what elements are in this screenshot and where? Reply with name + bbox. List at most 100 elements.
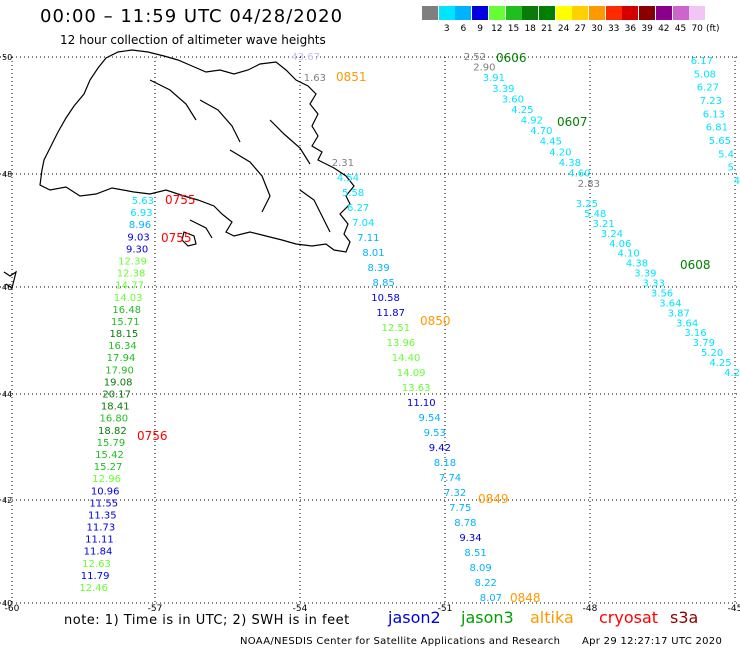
satellite-legend-item: jason2	[388, 608, 441, 627]
coast-inlet-5	[299, 189, 331, 233]
wave-height-label: 3.91	[483, 73, 505, 84]
scale-swatch	[472, 6, 489, 20]
wave-height-label: 12.39	[118, 256, 147, 267]
latitude-label: 40	[2, 599, 12, 608]
map-subtitle: 12 hour collection of altimeter wave hei…	[60, 33, 326, 47]
wave-height-label: 43.67	[291, 52, 320, 63]
pass-time-label: 0607	[557, 115, 588, 129]
wave-height-label: 3.64	[676, 318, 698, 329]
generated-timestamp: Apr 29 12:27:17 UTC 2020	[582, 636, 723, 647]
pass-time-label: 0755	[161, 231, 192, 245]
wave-height-label: 9.54	[418, 413, 440, 424]
scale-label: 15	[507, 24, 520, 34]
wave-height-label: 11.35	[88, 510, 117, 521]
scale-swatch	[605, 6, 622, 20]
wave-height-label: 9.34	[459, 533, 481, 544]
wave-height-label: 5.	[727, 163, 737, 174]
wave-height-label: 14.40	[392, 353, 421, 364]
satellite-legend-item: jason3	[461, 608, 514, 627]
wave-height-label: 8.01	[362, 248, 384, 259]
wave-height-label: 17.94	[107, 353, 136, 364]
wave-height-label: 12.46	[79, 583, 108, 594]
scale-swatch	[572, 6, 589, 20]
longitude-label: -45	[728, 604, 740, 614]
scale-label: 70	[691, 24, 703, 34]
pass-time-label: 0608	[680, 258, 711, 272]
wave-height-label: 3.56	[651, 288, 673, 299]
wave-height-label: 1.63	[304, 73, 326, 84]
scale-label: 6	[460, 24, 467, 34]
wave-height-label: 13.96	[387, 338, 416, 349]
wave-height-label: 19.08	[104, 377, 133, 388]
wave-height-label: 4.45	[540, 137, 562, 148]
wave-height-label: 4.54	[337, 173, 359, 184]
wave-height-label: 4.10	[617, 249, 639, 260]
wave-height-label: 15.79	[97, 438, 126, 449]
scale-swatch	[422, 6, 438, 20]
wave-height-label: 2.83	[578, 179, 600, 190]
wave-height-label: 11.87	[376, 308, 405, 319]
credit-line: NOAA/NESDIS Center for Satellite Applica…	[240, 636, 561, 647]
pass-time-label: 0755	[165, 193, 196, 207]
wave-height-label: 7.11	[357, 233, 379, 244]
wave-height-label: 3.39	[492, 84, 514, 95]
scale-swatch	[522, 6, 539, 20]
wave-height-label: 4.06	[609, 239, 631, 250]
wave-height-label: 3.39	[634, 269, 656, 280]
wave-height-label: 12.51	[381, 323, 410, 334]
wave-height-label: 4	[734, 176, 740, 187]
coast-inlet-2	[269, 119, 311, 165]
wave-height-label: 8.09	[470, 563, 492, 574]
latitude-label: 48	[2, 170, 12, 179]
satellite-legend-item: s3a	[670, 608, 699, 627]
coast-inlet-1	[229, 149, 271, 213]
wave-height-label: 4.25	[709, 358, 731, 369]
wave-height-label: 16.34	[108, 341, 137, 352]
longitude-label: -60	[5, 604, 20, 614]
scale-label: 42	[658, 24, 670, 34]
newfoundland-island	[39, 49, 355, 253]
wave-height-label: 11.84	[84, 547, 113, 558]
coast-inlet-4	[149, 79, 197, 121]
wave-height-label: 13.63	[402, 383, 431, 394]
wave-height-label: 6.27	[697, 83, 719, 94]
wave-height-label: 18.15	[110, 329, 139, 340]
scale-swatch	[488, 6, 505, 20]
wave-height-label: 14.77	[115, 281, 144, 292]
wave-height-label: 2.90	[473, 63, 495, 74]
wave-height-label: 4.92	[521, 116, 543, 127]
pass-time-label: 0850	[420, 314, 451, 328]
longitude-label: -48	[583, 604, 598, 614]
wave-height-label: 14.03	[114, 293, 143, 304]
wave-height-label: 7.75	[449, 503, 471, 514]
scale-label: 27	[574, 24, 587, 34]
wave-height-label: 15.27	[94, 462, 123, 473]
wave-height-label: 3.33	[643, 279, 665, 290]
wave-height-label: 3.64	[659, 298, 681, 309]
wave-height-label: 4.20	[549, 147, 571, 158]
scale-swatch	[639, 6, 656, 20]
wave-height-label: 3.87	[668, 308, 690, 319]
scale-swatch	[538, 6, 555, 20]
scale-label: 36	[624, 24, 637, 34]
scale-label: 9	[477, 24, 483, 34]
scale-label: 24	[557, 24, 570, 34]
scale-swatch	[622, 6, 639, 20]
wave-height-label: 8.39	[367, 263, 389, 274]
wave-height-label: 7.23	[700, 96, 722, 107]
scale-label: 33	[607, 24, 620, 34]
small-island	[181, 231, 197, 247]
wave-height-label: 3.25	[576, 199, 598, 210]
wave-height-label: 4.38	[559, 158, 581, 169]
wave-height-label: 16.48	[112, 305, 141, 316]
coast-inlet-6	[189, 219, 213, 239]
wave-height-label: 11.10	[407, 398, 436, 409]
scale-swatch	[455, 6, 472, 20]
wave-height-label: 3.60	[502, 94, 524, 105]
wave-height-label: 3.24	[601, 229, 623, 240]
wave-height-label: 2.31	[332, 158, 354, 169]
wave-height-label: 6.13	[703, 109, 725, 120]
wave-height-label: 10.96	[91, 486, 120, 497]
wave-height-label: 10.58	[371, 293, 400, 304]
